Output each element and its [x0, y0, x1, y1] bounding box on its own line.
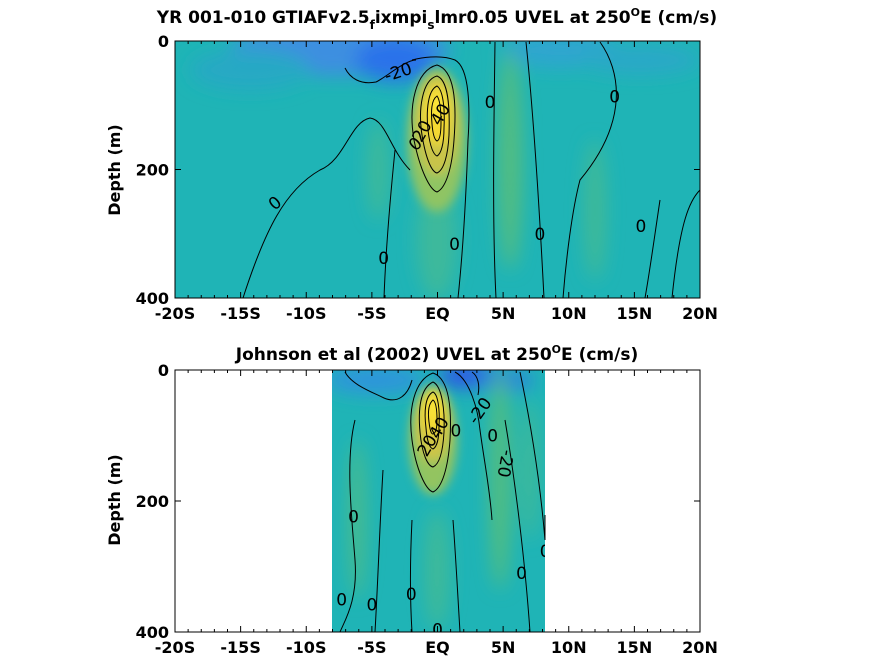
- top-contour-label: 0: [609, 87, 620, 107]
- top-x-tick-label: -10S: [286, 304, 326, 323]
- bottom-title: Johnson et al (2002) UVEL at 250OE (cm/s…: [235, 343, 638, 365]
- bottom-contour-label: 0: [487, 427, 498, 447]
- top-contour-label: 0: [485, 93, 496, 113]
- bottom-y-tick-label: 200: [136, 492, 169, 511]
- bottom-y-axis: 0 200 400: [136, 361, 700, 642]
- top-y-tick-label: 0: [158, 32, 169, 51]
- bottom-y-tick-label: 400: [136, 623, 169, 642]
- bottom-y-tick-label: 0: [158, 361, 169, 380]
- top-title: YR 001-010 GTIAFv2.5fixmpislmr0.05 UVEL …: [156, 6, 717, 32]
- top-panel: YR 001-010 GTIAFv2.5fixmpislmr0.05 UVEL …: [105, 6, 718, 323]
- bottom-x-tick-label: -10S: [286, 638, 326, 656]
- bottom-x-tick-label: 10N: [551, 638, 587, 656]
- bottom-contour-label: 0: [516, 564, 527, 584]
- bottom-panel: Johnson et al (2002) UVEL at 250OE (cm/s…: [105, 343, 718, 656]
- bottom-contour-label: -20: [493, 448, 518, 479]
- bottom-x-axis: -20S -15S -10S -5S EQ 5N 10N 15N 20N: [155, 370, 718, 656]
- top-y-tick-label: 400: [136, 289, 169, 308]
- top-contour-label: 0: [378, 249, 389, 269]
- bottom-x-tick-label: -15S: [220, 638, 260, 656]
- top-contour-label: 0: [534, 225, 545, 245]
- bottom-contour-label: 0: [540, 542, 551, 562]
- bottom-x-tick-label: 15N: [617, 638, 653, 656]
- bottom-contour-label: 0: [366, 595, 377, 615]
- bottom-contour-label: 0: [450, 421, 461, 441]
- top-x-tick-label: -15S: [220, 304, 260, 323]
- top-x-tick-label: 15N: [617, 304, 653, 323]
- top-x-axis: -20S -15S -10S -5S EQ 5N 10N 15N 20N: [155, 41, 718, 323]
- bottom-x-tick-label: 20N: [682, 638, 718, 656]
- top-x-tick-label: -5S: [357, 304, 386, 323]
- bottom-x-tick-label: EQ: [425, 638, 450, 656]
- top-y-axis: 0 200 400: [136, 32, 700, 308]
- top-contour-label: 0: [449, 235, 460, 255]
- bottom-x-tick-label: -20S: [155, 638, 195, 656]
- top-x-tick-label: 20N: [682, 304, 718, 323]
- top-x-tick-label: EQ: [425, 304, 450, 323]
- bottom-contour-label: 0: [406, 585, 417, 605]
- bottom-x-tick-label: -5S: [357, 638, 386, 656]
- top-x-tick-label: 5N: [491, 304, 516, 323]
- bottom-y-axis-label: Depth (m): [105, 454, 124, 546]
- bottom-contour-label: 0: [348, 508, 359, 528]
- top-contour-label: 0: [636, 217, 647, 237]
- top-x-tick-label: 10N: [551, 304, 587, 323]
- top-y-axis-label: Depth (m): [105, 124, 124, 216]
- top-y-tick-label: 200: [136, 161, 169, 180]
- top-x-tick-label: -20S: [155, 304, 195, 323]
- bottom-contour-label: 0: [336, 590, 347, 610]
- bottom-x-tick-label: 5N: [491, 638, 516, 656]
